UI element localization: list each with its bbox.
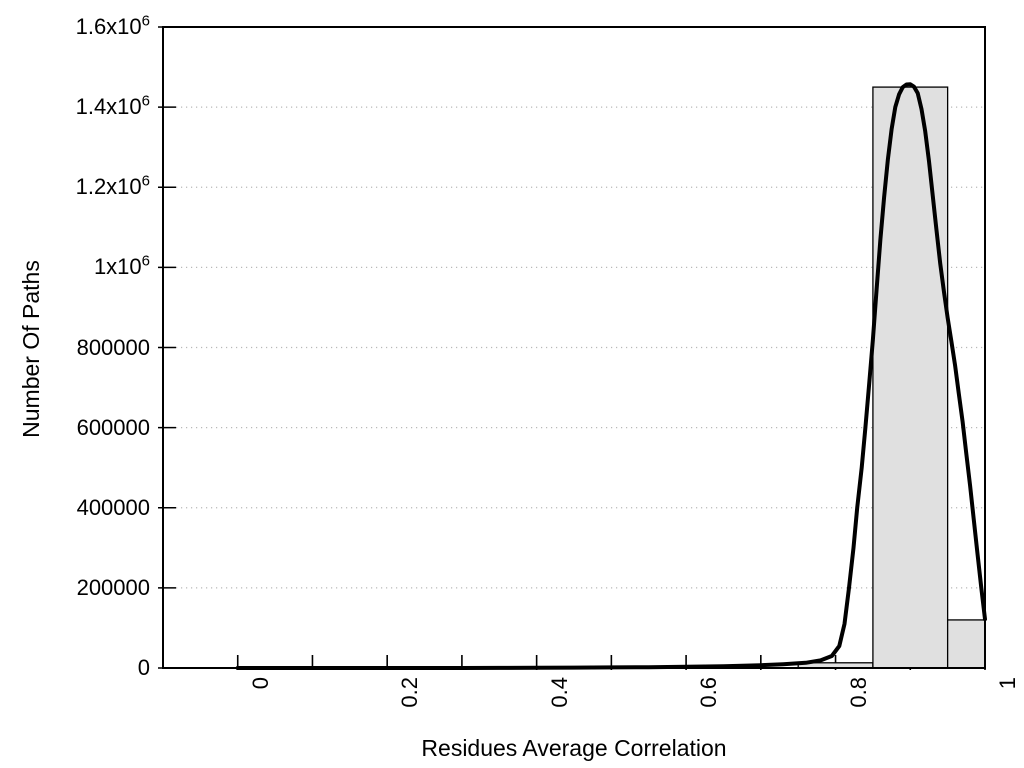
y-tick-label: 0 [0, 656, 150, 680]
y-tick-label-exponent: 6 [141, 253, 150, 271]
y-tick-label-base: 600000 [76, 414, 150, 440]
y-tick-label: 1.2x106 [0, 172, 150, 200]
y-tick-label: 1x106 [0, 253, 150, 280]
y-tick-label-base: 200000 [76, 574, 150, 600]
x-tick-label: 0.8 [845, 677, 871, 708]
y-tick-label: 1.4x106 [0, 92, 150, 120]
histogram-bar [872, 86, 949, 669]
y-tick-label-exponent: 6 [141, 172, 150, 190]
y-axis-title: Number Of Paths [18, 260, 44, 438]
x-axis-title: Residues Average Correlation [421, 735, 727, 761]
y-tick-label: 200000 [0, 574, 150, 600]
y-tick-label-exponent: 6 [141, 92, 150, 110]
y-tick-label-base: 400000 [76, 494, 150, 520]
y-tick-label: 1.6x106 [0, 12, 150, 39]
y-tick-label: 400000 [0, 494, 150, 520]
plot-border [162, 26, 986, 669]
y-tick-label-base: 800000 [76, 334, 150, 360]
histogram-bar [946, 619, 986, 669]
y-tick-label-base: 1.6x10 [75, 14, 142, 39]
y-tick-label: 800000 [0, 334, 150, 360]
y-tick-label: 600000 [0, 414, 150, 440]
y-tick-label-base: 1.2x10 [75, 174, 142, 200]
x-tick-label: 0 [247, 677, 273, 690]
x-tick-label: 1 [995, 677, 1020, 690]
y-tick-label-base: 0 [137, 655, 150, 680]
y-tick-label-base: 1x10 [93, 254, 142, 280]
y-tick-label-exponent: 6 [141, 12, 150, 30]
y-tick-label-base: 1.4x10 [75, 94, 142, 120]
